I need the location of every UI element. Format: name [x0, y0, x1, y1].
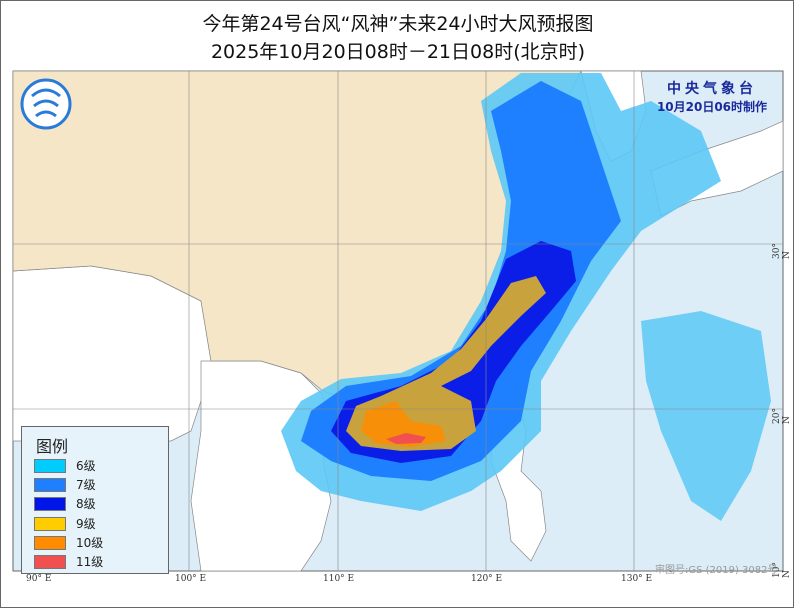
- cma-logo: [20, 78, 72, 130]
- legend-swatch: [34, 459, 66, 473]
- legend-swatch: [34, 478, 66, 492]
- graticule: [13, 71, 783, 571]
- lat-tick: 20° N: [772, 408, 792, 424]
- lat-tick: 30° N: [772, 243, 792, 259]
- map-subtitle: 2025年10月20日08时－21日08时(北京时): [210, 41, 586, 63]
- legend-label: 10级: [76, 536, 104, 550]
- land-india: [12, 265, 212, 442]
- lon-tick: 130° E: [621, 574, 653, 584]
- legend-label: 11级: [76, 555, 104, 569]
- legend-swatch: [34, 536, 66, 550]
- legend-label: 6级: [76, 459, 96, 473]
- lon-tick: 100° E: [175, 574, 207, 584]
- lon-tick: 110° E: [323, 574, 355, 584]
- legend-label: 7级: [76, 478, 96, 492]
- legend-swatch: [34, 497, 66, 511]
- wind-zone-10: [361, 401, 446, 447]
- lon-tick: 90° E: [26, 574, 52, 584]
- wind-zone-6-east: [641, 311, 771, 521]
- legend-swatch: [34, 555, 66, 569]
- map-title: 今年第24号台风“风神”未来24小时大风预报图: [202, 13, 594, 35]
- legend: 图例 6级 7级 8级 9级 10级 11级: [21, 426, 169, 574]
- legend-label: 9级: [76, 517, 96, 531]
- map-approval-number: 审图号:GS (2019) 3082号: [655, 565, 778, 576]
- legend-swatch: [34, 517, 66, 531]
- agency-name: 中央气象台: [667, 81, 757, 97]
- wind-zone-7: [301, 81, 621, 481]
- issue-time: 10月20日06时制作: [656, 100, 768, 114]
- lon-tick: 120° E: [471, 574, 503, 584]
- agency-label: 中央气象台 10月20日06时制作: [637, 78, 787, 115]
- legend-title: 图例: [36, 437, 69, 456]
- wind-zone-11: [386, 433, 426, 444]
- legend-label: 8级: [76, 497, 96, 511]
